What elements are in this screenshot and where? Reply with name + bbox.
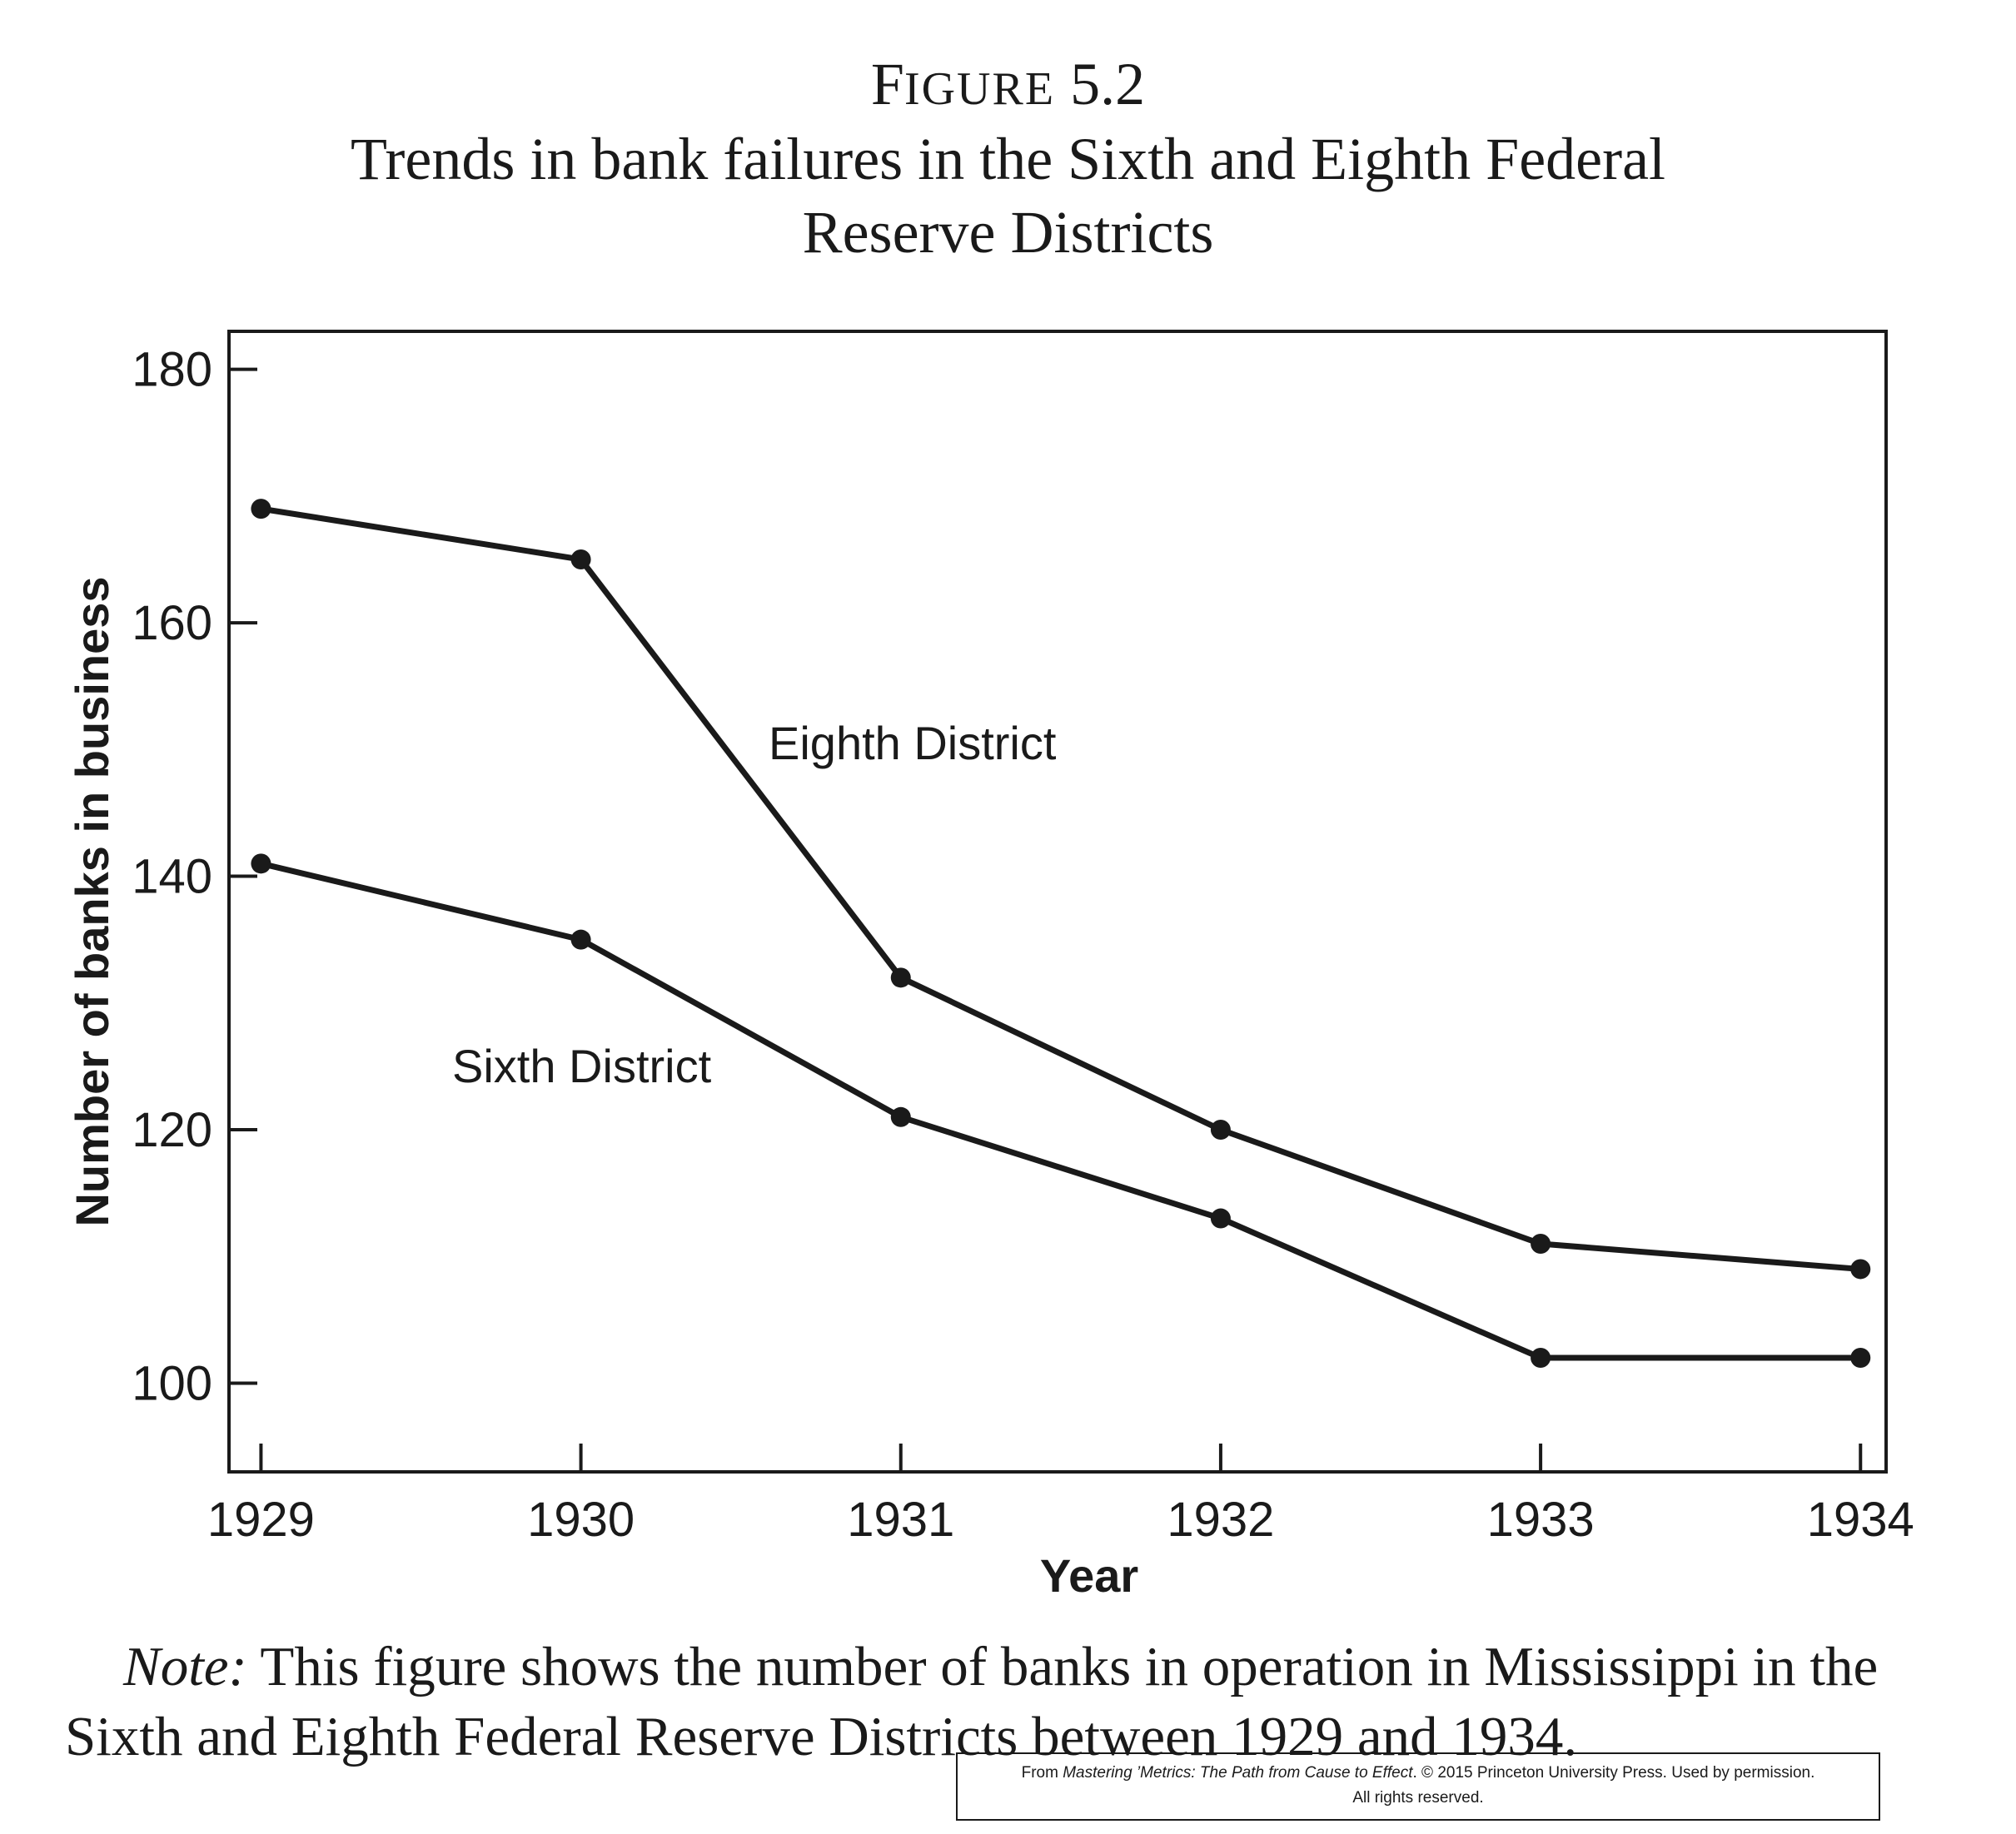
x-tick-label: 1934	[1807, 1493, 1914, 1547]
data-point-sixth-district	[1210, 1208, 1231, 1229]
series-label-sixth-district: Sixth District	[452, 1040, 712, 1092]
plot-frame	[227, 330, 1888, 1474]
credit-suffix: . © 2015 Princeton University Press. Use…	[1412, 1764, 1815, 1782]
data-point-eighth-district	[1531, 1234, 1551, 1254]
figure-label-rest: IGURE	[903, 63, 1056, 115]
figure-label-initial: F	[870, 51, 904, 117]
data-point-sixth-district	[890, 1106, 911, 1127]
series-line-eighth-district	[260, 505, 1861, 1272]
data-point-eighth-district	[890, 967, 911, 988]
y-tick-label: 180	[132, 343, 212, 397]
credit-line-1: From Mastering ’Metrics: The Path from C…	[958, 1761, 1879, 1786]
x-tick-label: 1931	[847, 1493, 954, 1547]
series-line-sixth-district	[260, 860, 1861, 1361]
y-tick-label: 100	[132, 1356, 212, 1410]
y-axis-label: Number of banks in business	[66, 576, 118, 1226]
credit-line-2: All rights reserved.	[1352, 1789, 1484, 1807]
x-axis: 1929 1930 1931 1932 1933 1934	[207, 1444, 1914, 1547]
note-text: This figure shows the number of banks in…	[65, 1636, 1879, 1767]
y-tick-label: 120	[132, 1103, 212, 1157]
y-tick-label: 140	[132, 850, 212, 904]
data-point-eighth-district	[1850, 1259, 1871, 1280]
credit-prefix: From	[1021, 1764, 1063, 1782]
y-axis: 100 120 140 160 180	[132, 343, 257, 1410]
x-axis-label: Year	[1040, 1549, 1138, 1602]
figure-label: FIGURE 5.2	[0, 48, 2016, 120]
x-tick-label: 1933	[1487, 1493, 1595, 1547]
figure-number: 5.2	[1070, 51, 1146, 117]
data-point-sixth-district	[1531, 1348, 1551, 1368]
line-chart: 100 120 140 160 180 1929 1930 1931 1932 1933 1934…	[66, 330, 1914, 1602]
series-label-eighth-district: Eighth District	[769, 717, 1057, 769]
chart-title-line-1: Trends in bank failures in the Sixth and…	[350, 126, 1666, 192]
data-point-sixth-district	[1850, 1348, 1871, 1368]
credit-book-title: Mastering ’Metrics: The Path from Cause …	[1063, 1764, 1413, 1782]
y-tick-label: 160	[132, 596, 212, 650]
note-lead: Note:	[123, 1636, 247, 1697]
figure-note: Note: This figure shows the number of ba…	[65, 1632, 1964, 1772]
x-tick-label: 1929	[207, 1493, 315, 1547]
data-point-eighth-district	[570, 549, 591, 569]
x-tick-label: 1932	[1167, 1493, 1274, 1547]
data-point-eighth-district	[251, 499, 271, 519]
series-group	[251, 499, 1871, 1368]
x-tick-label: 1930	[527, 1493, 635, 1547]
data-point-sixth-district	[251, 853, 271, 874]
permission-credit: From Mastering ’Metrics: The Path from C…	[956, 1752, 1880, 1821]
data-point-sixth-district	[570, 929, 591, 950]
chart-title-line-2: Reserve Districts	[802, 199, 1214, 266]
data-point-eighth-district	[1210, 1120, 1231, 1140]
